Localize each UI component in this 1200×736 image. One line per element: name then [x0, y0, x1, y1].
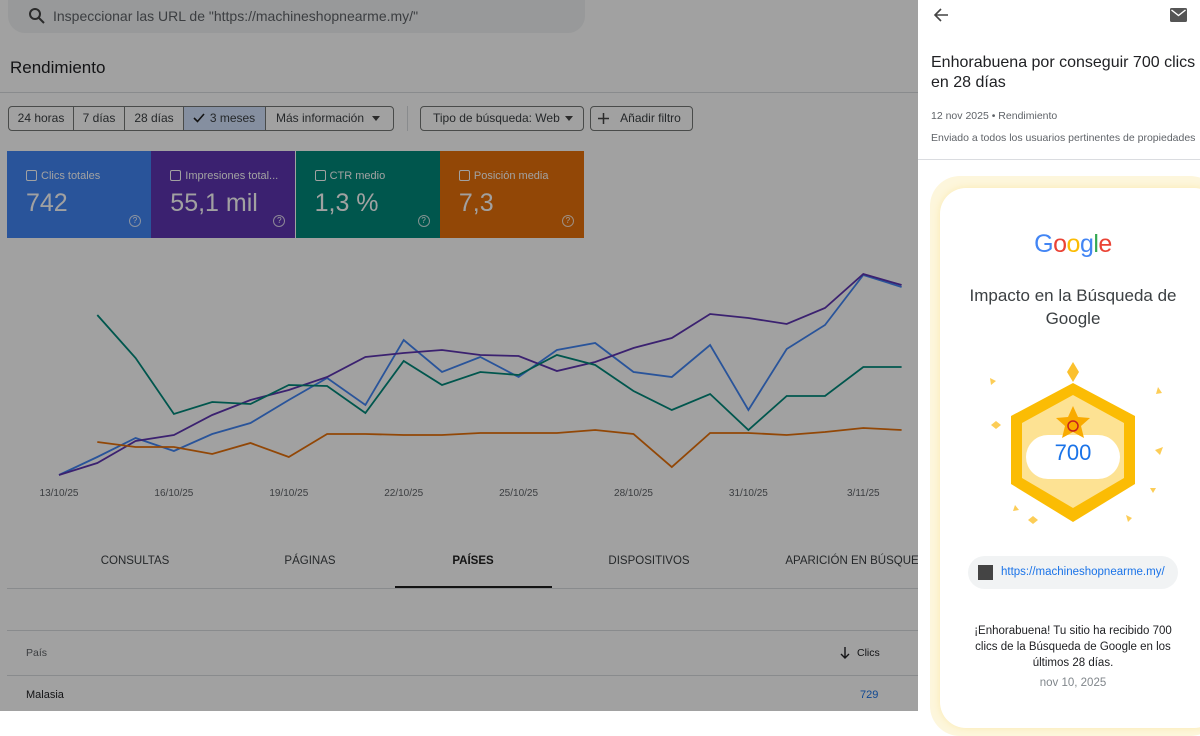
metric-card[interactable]: Clics totales 742? — [7, 151, 151, 238]
metric-value: 1,3 % — [314, 189, 379, 217]
search-type-button[interactable]: Tipo de búsqueda: Web — [420, 106, 584, 131]
help-icon: ? — [561, 215, 574, 227]
help-icon: ? — [417, 215, 430, 227]
checkbox — [170, 170, 182, 181]
x-tick-label: 25/10/25 — [499, 488, 538, 499]
checkbox — [26, 170, 37, 181]
divider — [0, 92, 918, 93]
metric-card[interactable]: CTR medio 1,3 %? — [295, 151, 440, 238]
notification-panel: Enhorabuena por conseguir 700 clics en 2… — [918, 0, 1200, 736]
series-line — [97, 427, 902, 469]
caret — [372, 116, 380, 121]
search-placeholder: Inspeccionar las URL de "https://machine… — [53, 8, 419, 24]
x-tick-label: 3/11/25 — [847, 488, 880, 499]
back-button[interactable] — [933, 7, 949, 23]
checkbox — [314, 170, 326, 181]
metric-value: 55,1 mil — [170, 189, 258, 217]
url: https://machineshopnearme.my/ — [1001, 566, 1165, 578]
x-tick-label: 28/10/25 — [614, 488, 653, 499]
chart-bg — [7, 238, 918, 515]
tab[interactable]: CONSULTAS — [100, 555, 170, 567]
panel-meta: 12 nov 2025 • Rendimiento — [931, 110, 1058, 122]
metric-label: Clics totales — [41, 170, 101, 182]
help-icon: ? — [129, 215, 141, 227]
badge: 700 — [990, 362, 1163, 524]
checkbox — [458, 170, 470, 181]
search-icon — [29, 8, 45, 24]
tab[interactable]: DISPOSITIVOS — [608, 555, 690, 567]
table-header[interactable]: Clics — [857, 647, 880, 659]
divider — [7, 630, 918, 631]
series-line — [96, 314, 902, 432]
card-heading: Impacto en la Búsqueda de Google — [969, 286, 1177, 328]
check-icon — [193, 113, 205, 123]
more-button[interactable]: Más información — [265, 106, 394, 131]
metric-label: CTR medio — [329, 170, 386, 182]
x-tick-label: 13/10/25 — [40, 488, 79, 499]
tab-underline — [395, 586, 552, 588]
section-title: Rendimiento — [10, 58, 106, 77]
series-line — [58, 273, 902, 476]
divider — [7, 675, 918, 676]
panel-title: Enhorabuena por conseguir 700 clics en 2… — [931, 54, 1196, 91]
google-logo: Google — [1034, 230, 1112, 258]
x-tick-label: 16/10/25 — [154, 488, 193, 499]
mail-icon[interactable] — [1170, 8, 1187, 22]
plus-icon — [598, 113, 609, 124]
range-button[interactable]: 7 días — [73, 106, 125, 131]
metric-card[interactable]: Posición media 7,3? — [439, 151, 584, 238]
scrim[interactable] — [0, 0, 918, 711]
metric-value: 7,3 — [458, 189, 494, 217]
help-icon: ? — [273, 215, 286, 227]
tab[interactable]: APARICIÓN EN BÚSQUEDA — [785, 555, 935, 567]
metric-label: Posición media — [473, 170, 549, 182]
table-cell: Malasia — [26, 689, 64, 701]
card-date: nov 10, 2025 — [1039, 677, 1107, 689]
table-header: País — [26, 647, 48, 659]
sort-arrow — [840, 647, 850, 659]
search-bar[interactable]: Inspeccionar las URL de "https://machine… — [8, 0, 585, 33]
tab[interactable]: PAÍSES — [452, 555, 494, 567]
tab[interactable]: PÁGINAS — [284, 555, 336, 567]
caret — [565, 116, 573, 121]
divider — [918, 159, 1200, 160]
x-tick-label: 19/10/25 — [269, 488, 308, 499]
table-cell: 729 — [860, 689, 879, 701]
favicon — [978, 565, 993, 580]
chart: 13/10/25 16/10/25 19/10/25 22/10/25 25/10/25… — [7, 238, 918, 515]
url-chip[interactable]: https://machineshopnearme.my/ — [968, 556, 1178, 589]
separator — [407, 106, 408, 131]
metric-card[interactable]: Impresiones total... 55,1 mil? — [151, 151, 296, 238]
metric-label: Impresiones total... — [185, 170, 279, 182]
card-message: ¡Enhorabuena! Tu sitio ha recibido 700 c… — [974, 625, 1172, 669]
panel-audience: Enviado a todos los usuarios pertinentes… — [931, 132, 1196, 144]
add-filter-button[interactable]: Añadir filtro — [590, 106, 693, 131]
x-tick-label: 22/10/25 — [384, 488, 423, 499]
tabs-panel — [7, 538, 918, 711]
divider — [7, 588, 918, 589]
badge-value: 700 — [1055, 440, 1092, 465]
x-tick-label: 31/10/25 — [729, 488, 768, 499]
series-line — [58, 272, 902, 476]
metric-value: 742 — [26, 189, 68, 217]
